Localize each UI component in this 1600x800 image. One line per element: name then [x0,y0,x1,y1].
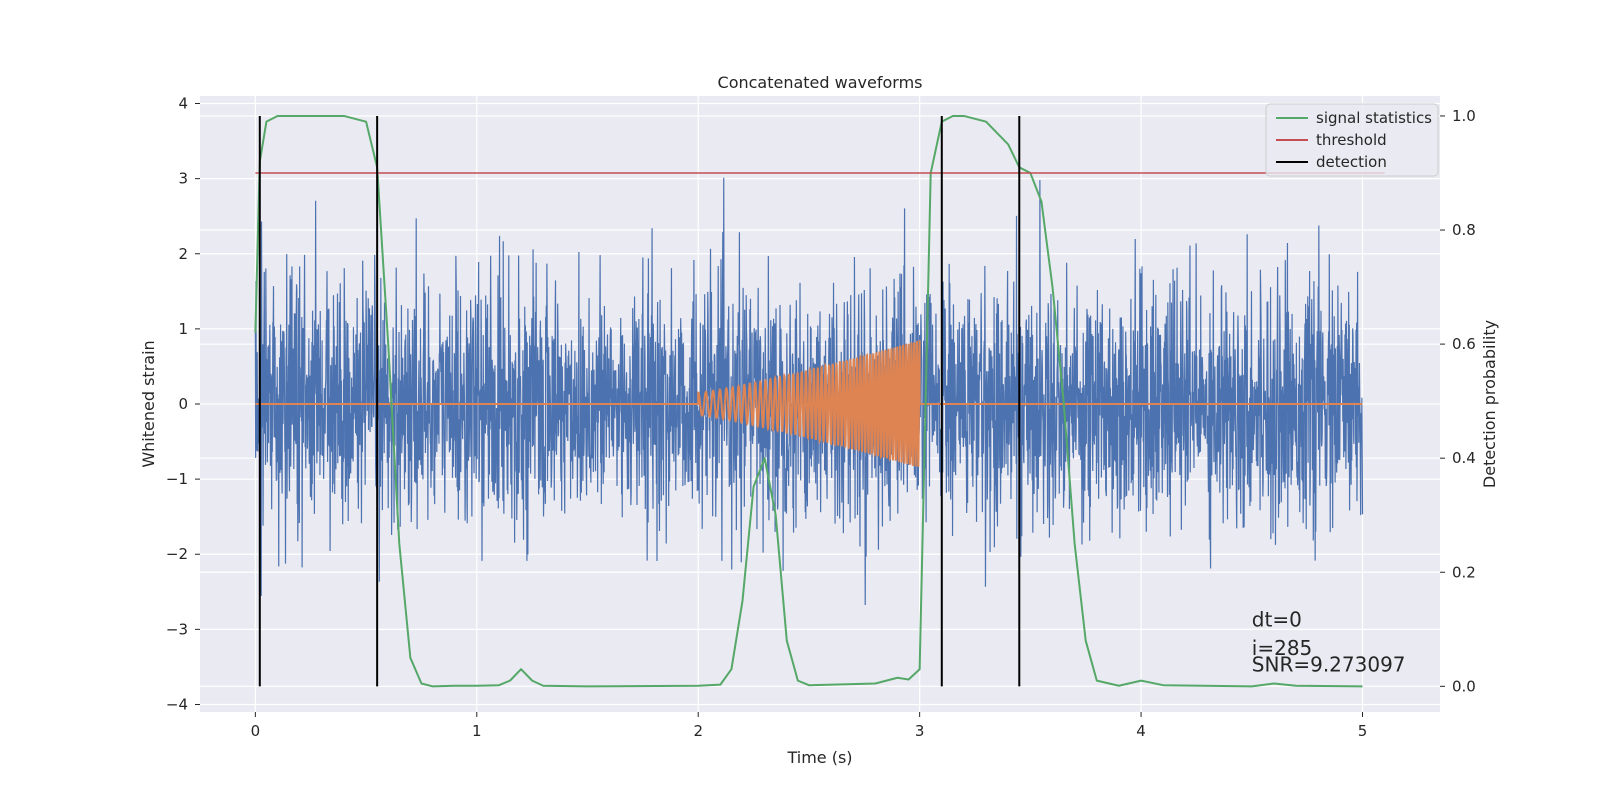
y-tick-label-right: 0.0 [1452,677,1476,695]
y-tick-label-left: −1 [166,470,188,488]
x-tick-label: 2 [693,722,703,740]
annotation-text: i=285 [1252,636,1313,660]
y-tick-label-left: 1 [178,320,188,338]
y-tick-label-left: −4 [166,695,188,713]
signal-statistics-series [254,114,1363,688]
x-tick-label: 3 [915,722,925,740]
y-axis-label-left: Whitened strain [139,340,158,467]
legend-box [1265,103,1439,177]
y-tick-label-left: 0 [178,395,188,413]
y-tick-label-left: 2 [178,245,188,263]
y-tick-label-right: 0.6 [1452,335,1476,353]
template-waveform-series [255,340,1363,467]
x-tick-label: 1 [472,722,482,740]
legend: signal statistics threshold detection [1265,103,1439,177]
y-tick-label-right: 0.2 [1452,563,1476,581]
y-tick-label-right: 0.8 [1452,221,1476,239]
plot-layer [254,114,1385,688]
legend-label: signal statistics [1316,109,1432,127]
x-tick-label: 4 [1136,722,1146,740]
annotation-text: SNR=9.273097 [1252,653,1406,677]
y-tick-label-left: 4 [178,95,188,113]
y-axis-label-right: Detection probability [1480,320,1499,488]
y-tick-label-left: −2 [166,545,188,563]
legend-label: threshold [1316,131,1387,149]
x-axis-label: Time (s) [786,748,852,767]
x-tick-label: 0 [251,722,261,740]
x-tick-label: 5 [1358,722,1368,740]
axes: 0 1 2 3 4 5 −4 −3 −2 −1 0 1 2 3 4 0.0 0.2 0.4 0.6 0.8 1.0 [166,95,1476,740]
annotation-text: dt=0 [1252,607,1302,631]
chart-title: Concatenated waveforms [718,73,923,92]
y-tick-label-right: 0.4 [1452,449,1476,467]
legend-label: detection [1316,153,1387,171]
y-tick-label-right: 1.0 [1452,107,1476,125]
y-tick-label-left: 3 [178,170,188,188]
y-tick-label-left: −3 [166,620,188,638]
